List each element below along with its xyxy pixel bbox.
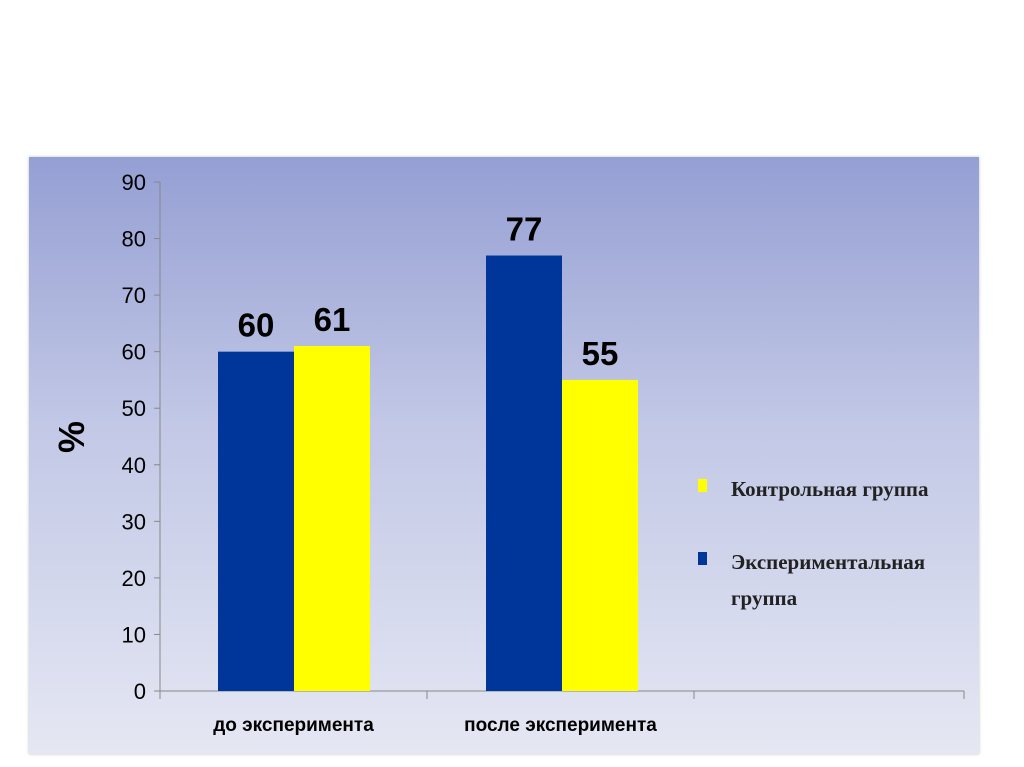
bar-experimental (486, 255, 562, 691)
legend-swatch-control (698, 479, 707, 492)
bar-value-label: 77 (506, 211, 543, 248)
y-tick-label: 20 (122, 566, 146, 591)
bar-value-label: 55 (582, 335, 619, 372)
legend-item-control: Контрольная группа (698, 471, 998, 507)
bar-control (294, 346, 370, 691)
y-tick-label: 40 (122, 453, 146, 478)
y-tick-label: 80 (122, 227, 146, 252)
bar-chart: 0 10 20 30 40 50 60 70 80 90% 60 61 до эксперимента 7… (51, 170, 965, 736)
legend-item-experimental: Экспериментальная группа (698, 544, 998, 616)
y-tick-label: 70 (122, 283, 146, 308)
legend-swatch-experimental (698, 552, 707, 565)
bar-value-label: 60 (238, 307, 275, 344)
chart-legend: Контрольная группа Экспериментальная гру… (698, 471, 998, 653)
legend-label-experimental: Экспериментальная группа (731, 550, 926, 610)
y-tick-label: 0 (134, 679, 146, 704)
y-tick-label: 90 (122, 170, 146, 195)
bar-control (562, 379, 638, 691)
y-tick-label: 10 (122, 622, 146, 647)
bar-experimental (218, 351, 294, 691)
legend-label-control: Контрольная группа (731, 477, 929, 501)
y-axis-title: % (51, 421, 92, 453)
x-category-label: после эксперимента (464, 715, 657, 736)
y-tick-label: 30 (122, 509, 146, 534)
x-category-label: до эксперимента (213, 715, 374, 736)
bar-value-label: 61 (314, 301, 351, 338)
y-tick-label: 50 (122, 396, 146, 421)
y-tick-label: 60 (122, 340, 146, 365)
chart-panel: 0 10 20 30 40 50 60 70 80 90% 60 61 до эксперимента 7… (29, 157, 979, 754)
